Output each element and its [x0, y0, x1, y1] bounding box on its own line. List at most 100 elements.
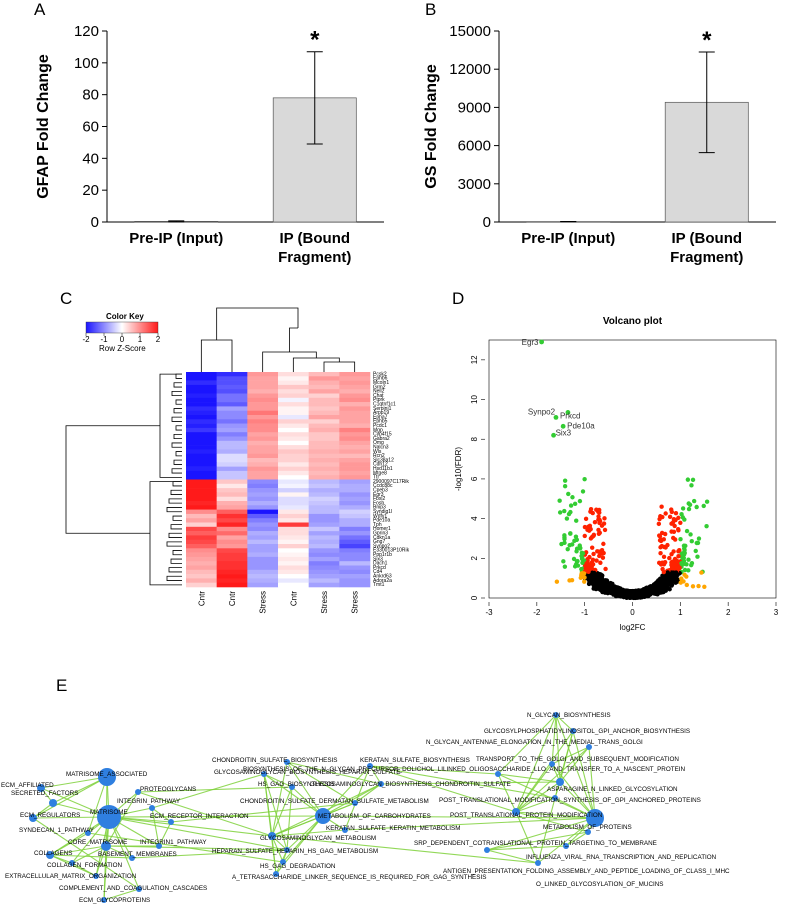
volcano-point — [568, 531, 573, 536]
gene-label: Cpeb3 — [373, 488, 388, 494]
network-node-label: SRP_DEPENDENT_COTRANSLATIONAL_PROTEIN_TA… — [414, 840, 657, 847]
heatmap-cell — [247, 501, 279, 506]
y-tick-label: 0 — [91, 214, 99, 231]
network-node-label: KERATAN_SULFATE_KERATIN_METABOLISM — [326, 825, 460, 832]
y-axis-title: -log10(FDR) — [454, 447, 463, 491]
volcano-point — [678, 520, 683, 525]
heatmap-cell — [308, 406, 340, 411]
volcano-point — [557, 498, 562, 503]
heatmap-cell — [308, 513, 340, 519]
network-edge — [40, 787, 110, 818]
network-node — [97, 805, 121, 829]
volcano-point — [582, 579, 587, 584]
network-node — [378, 781, 384, 787]
network-node — [69, 860, 75, 866]
volcano-point — [664, 575, 670, 581]
gene-label: Gabra2 — [373, 436, 390, 442]
volcano-point — [618, 594, 624, 599]
network-edge — [486, 845, 567, 851]
heatmap-cell — [308, 410, 340, 416]
network-edge — [537, 817, 596, 864]
heatmap-cell — [278, 445, 309, 450]
heatmap-cell — [186, 578, 217, 583]
heatmap-cell — [186, 402, 217, 407]
volcano-point — [559, 541, 564, 547]
network-node-label: ECM_RECEPTOR_INTERACTION — [150, 813, 249, 820]
network-node-label: ASPARAGINE_N_LINKED_GLYCOSYLATION — [547, 786, 678, 793]
heatmap-cell — [216, 393, 248, 399]
volcano-point — [591, 570, 597, 576]
volcano-point — [679, 554, 684, 559]
heatmap-cell — [186, 483, 217, 489]
gene-label: Mcoln1 — [373, 380, 389, 386]
heatmap-cell — [339, 483, 371, 489]
network-edge — [515, 781, 561, 813]
heatmap-cell — [186, 466, 217, 472]
y-tick-label: 60 — [82, 119, 99, 136]
heatmap-cell — [216, 509, 248, 515]
volcano-point — [557, 510, 563, 515]
heatmap-cell — [278, 449, 309, 454]
heatmap-cell — [247, 535, 279, 540]
volcano-plot-d: Volcano plot-3 -2 -1 0 1 2 3024681012log2FC-lo… — [454, 316, 779, 632]
heatmap-cell — [216, 483, 248, 489]
heatmap-cell — [247, 513, 279, 519]
gene-label: Cd4 — [373, 569, 382, 575]
volcano-point — [682, 567, 688, 573]
gene-label: Wls — [373, 449, 382, 455]
heatmap-cell — [278, 535, 309, 540]
volcano-point — [597, 550, 603, 555]
row-dendrogram — [65, 373, 182, 586]
heatmap-cell — [247, 402, 279, 407]
volcano-point — [661, 554, 667, 560]
heatmap-cell — [339, 440, 371, 446]
volcano-point — [589, 545, 595, 550]
heatmap-cell — [339, 539, 371, 545]
heatmap-cell — [308, 539, 340, 545]
labeled-point — [565, 410, 571, 415]
heatmap-cell — [247, 578, 279, 583]
y-tick-label: 0 — [470, 595, 479, 600]
heatmap-cell — [308, 518, 340, 523]
volcano-point — [597, 553, 602, 559]
heatmap-cell — [216, 449, 248, 454]
heatmap-cell — [308, 544, 340, 549]
x-tick-label: 0 — [630, 608, 635, 617]
network-edge — [49, 845, 107, 856]
heatmap-cell — [216, 436, 248, 442]
network-edge — [486, 831, 589, 851]
point-label: Synpo2 — [528, 407, 556, 416]
heatmap-cell — [186, 458, 217, 463]
gene-label: Homer1 — [373, 526, 391, 532]
heatmap-cell — [308, 488, 340, 493]
network-node — [37, 784, 45, 792]
network-edge — [515, 714, 557, 813]
heatmap-cell — [308, 526, 340, 532]
volcano-point — [635, 591, 641, 597]
volcano-point — [599, 586, 604, 591]
heatmap-cell — [247, 384, 279, 390]
heatmap-cell — [278, 389, 309, 394]
network-edge — [263, 773, 324, 817]
volcano-point — [562, 535, 567, 540]
heatmap-cell — [308, 531, 340, 536]
row-dendrogram-branch — [171, 468, 182, 474]
significance-marker: * — [310, 27, 320, 54]
color-key-tick-label: 1 — [138, 335, 143, 344]
heatmap-cell — [186, 406, 217, 411]
volcano-point — [590, 557, 596, 563]
volcano-point — [663, 511, 668, 516]
volcano-point — [596, 584, 601, 589]
heatmap-cell — [308, 440, 340, 446]
heatmap-cell — [308, 423, 340, 429]
panel-label-e: E — [56, 676, 67, 695]
gene-label: Pde10a — [373, 518, 390, 524]
volcano-point — [601, 541, 606, 547]
heatmap-cell — [308, 582, 340, 588]
gene-label: Ephb5 — [373, 419, 388, 425]
network-node — [49, 799, 57, 807]
gene-label: E330013P10Rik — [373, 548, 410, 554]
heatmap-cell — [278, 496, 309, 502]
network-node — [136, 886, 142, 892]
y-tick-label: 0 — [483, 214, 491, 231]
